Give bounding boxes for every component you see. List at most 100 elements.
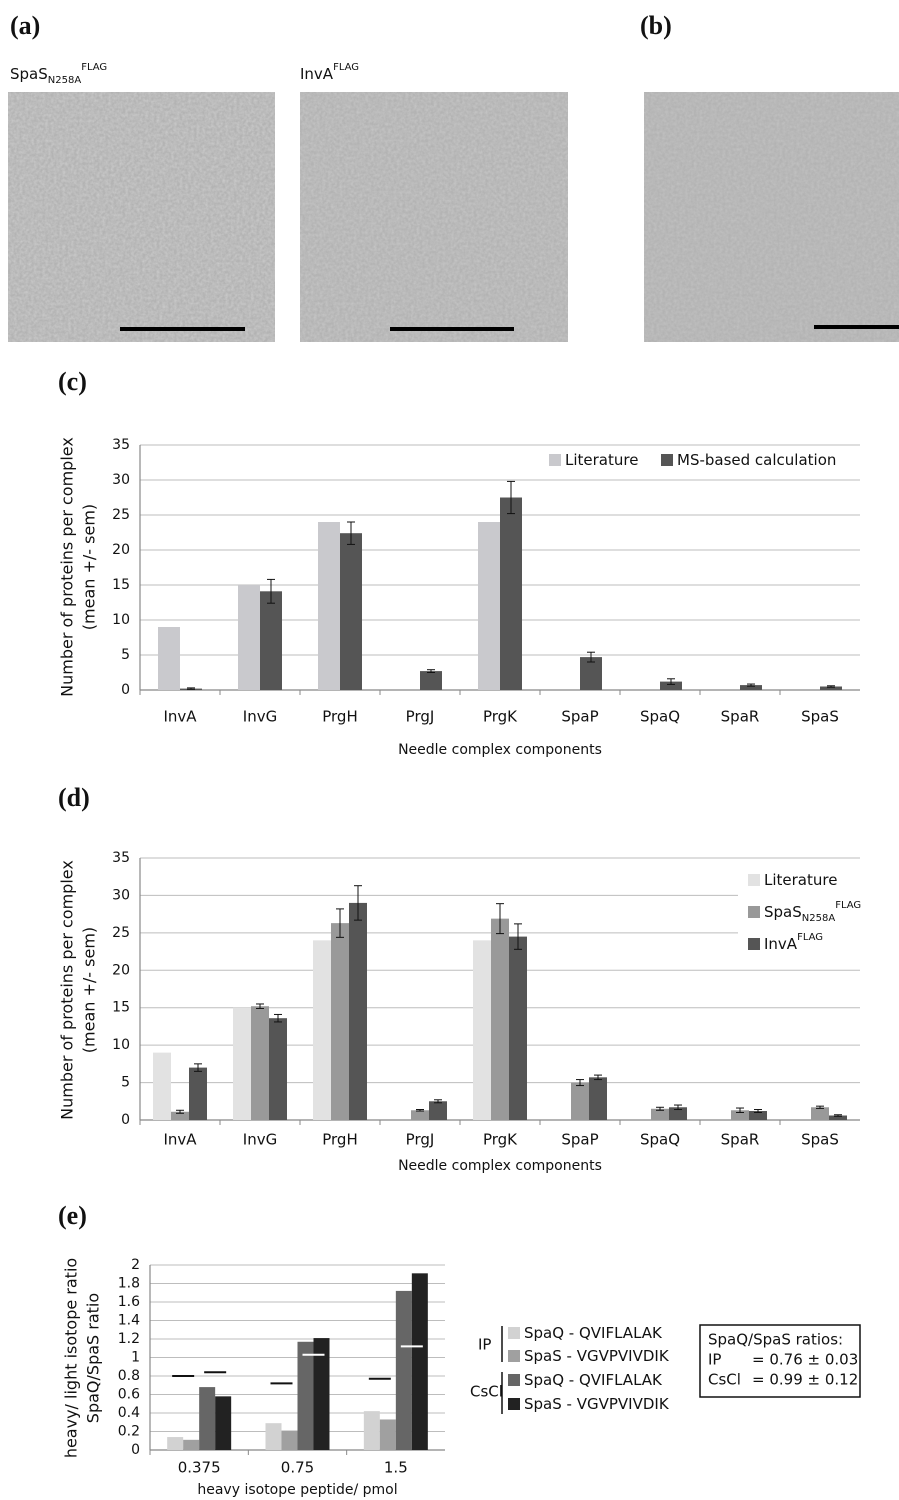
bar	[251, 1006, 269, 1120]
x-tick-label: PrgH	[322, 708, 358, 726]
label-main: SpaS	[10, 65, 48, 83]
bar	[380, 1419, 396, 1450]
bar	[491, 919, 509, 1120]
micrograph-label: InvAFLAG	[300, 62, 359, 83]
bar	[340, 533, 362, 690]
legend-swatch	[508, 1374, 520, 1386]
legend-label: SpaS - VGVPVIVDIK	[524, 1347, 670, 1365]
bar	[260, 591, 282, 690]
bar	[282, 1431, 298, 1450]
bar	[509, 937, 527, 1120]
legend-name: SpaS	[764, 903, 802, 921]
y-tick-label: 1.8	[118, 1276, 140, 1292]
legend-group: IP	[478, 1336, 491, 1354]
legend-swatch	[748, 906, 760, 918]
micrograph	[300, 92, 568, 342]
y-tick-label: 1.6	[118, 1294, 140, 1310]
y-axis-label: SpaQ/SpaS ratio	[84, 1293, 103, 1423]
panel-label: (d)	[58, 783, 90, 812]
bar	[420, 671, 442, 690]
bar	[571, 1083, 589, 1120]
box-key: CsCl	[708, 1371, 741, 1389]
x-tick-label: InvG	[243, 708, 277, 726]
box-value: = 0.76 ± 0.03	[752, 1351, 858, 1369]
y-tick-label: 2	[131, 1257, 140, 1273]
legend-group: CsCl	[470, 1383, 503, 1401]
legend-label: SpaQ - QVIFLALAK	[524, 1371, 663, 1389]
x-tick-label: PrgK	[483, 708, 518, 726]
x-tick-label: 0.375	[178, 1459, 221, 1477]
y-tick-label: 10	[112, 612, 130, 628]
x-tick-label: SpaQ	[640, 1131, 680, 1149]
y-tick-label: 20	[112, 962, 130, 978]
legend-swatch	[508, 1327, 520, 1339]
x-axis-label: heavy isotope peptide/ pmol	[197, 1482, 397, 1498]
legend-swatch	[661, 454, 673, 466]
label-sup: FLAG	[81, 62, 107, 73]
bar	[412, 1273, 428, 1450]
legend-name: Literature	[565, 451, 638, 469]
ratio-box: SpaQ/SpaS ratios: IP = 0.76 ± 0.03 CsCl …	[700, 1325, 860, 1397]
x-tick-label: SpaS	[801, 1131, 839, 1149]
y-tick-label: 35	[112, 437, 130, 453]
micrograph-label: SpaSN258A FLAG	[10, 62, 107, 86]
y-tick-label: 5	[121, 1075, 130, 1091]
legend-label: SpaS - VGVPVIVDIK	[524, 1395, 670, 1413]
legend-swatch	[748, 874, 760, 886]
box-key: IP	[708, 1351, 721, 1369]
bar	[811, 1107, 829, 1120]
x-tick-label: SpaP	[561, 1131, 598, 1149]
y-axis-label: heavy/ light isotope ratio	[62, 1258, 81, 1458]
legend-sup: FLAG	[835, 900, 861, 911]
x-tick-label: InvA	[163, 1131, 197, 1149]
error-bar	[434, 1100, 442, 1103]
y-tick-label: 25	[112, 507, 130, 523]
x-axis-label: Needle complex components	[398, 1158, 602, 1174]
bar	[411, 1110, 429, 1120]
y-tick-label: 0.8	[118, 1368, 140, 1384]
legend-sup: FLAG	[797, 932, 823, 943]
bar	[298, 1342, 314, 1450]
y-tick-label: 20	[112, 542, 130, 558]
bar	[473, 940, 491, 1120]
x-axis-label: Needle complex components	[398, 742, 602, 758]
x-tick-label: SpaR	[721, 1131, 760, 1149]
y-tick-label: 25	[112, 925, 130, 941]
y-tick-label: 0.4	[118, 1405, 140, 1421]
error-bar	[176, 1110, 184, 1113]
bar	[478, 522, 500, 690]
bar	[266, 1423, 282, 1450]
bar	[589, 1077, 607, 1120]
label-sub: N258A	[48, 75, 82, 86]
y-tick-label: 30	[112, 887, 130, 903]
y-axis-label: (mean +/- sem)	[80, 927, 99, 1053]
bar	[238, 585, 260, 690]
x-tick-label: SpaS	[801, 708, 839, 726]
bar	[396, 1291, 412, 1450]
label-main: InvA	[300, 65, 334, 83]
y-tick-label: 1.4	[118, 1313, 140, 1329]
legend-swatch	[748, 938, 760, 950]
bar	[199, 1387, 215, 1450]
legend-name: InvA	[764, 935, 798, 953]
y-tick-label: 0.2	[118, 1424, 140, 1440]
bar	[167, 1437, 183, 1450]
panel-label: (c)	[58, 367, 87, 396]
panel-label: (b)	[640, 11, 672, 40]
page: {"panels": {"a": "(a)", "b": "(b)", "c":…	[0, 0, 899, 1500]
bar	[158, 627, 180, 690]
legend-name: SpaS - VGVPVIVDIK	[524, 1395, 670, 1413]
bar	[215, 1396, 231, 1450]
legend-swatch	[508, 1350, 520, 1362]
y-tick-label: 10	[112, 1037, 130, 1053]
legend-name: Literature	[764, 871, 837, 889]
y-tick-label: 5	[121, 647, 130, 663]
y-tick-label: 0	[121, 682, 130, 698]
legend-label: SpaQ - QVIFLALAK	[524, 1324, 663, 1342]
legend-swatch	[549, 454, 561, 466]
y-tick-label: 1	[131, 1350, 140, 1366]
legend-name: SpaQ - QVIFLALAK	[524, 1371, 663, 1389]
bar	[183, 1440, 199, 1450]
y-tick-label: 0	[121, 1112, 130, 1128]
x-tick-label: PrgH	[322, 1131, 358, 1149]
